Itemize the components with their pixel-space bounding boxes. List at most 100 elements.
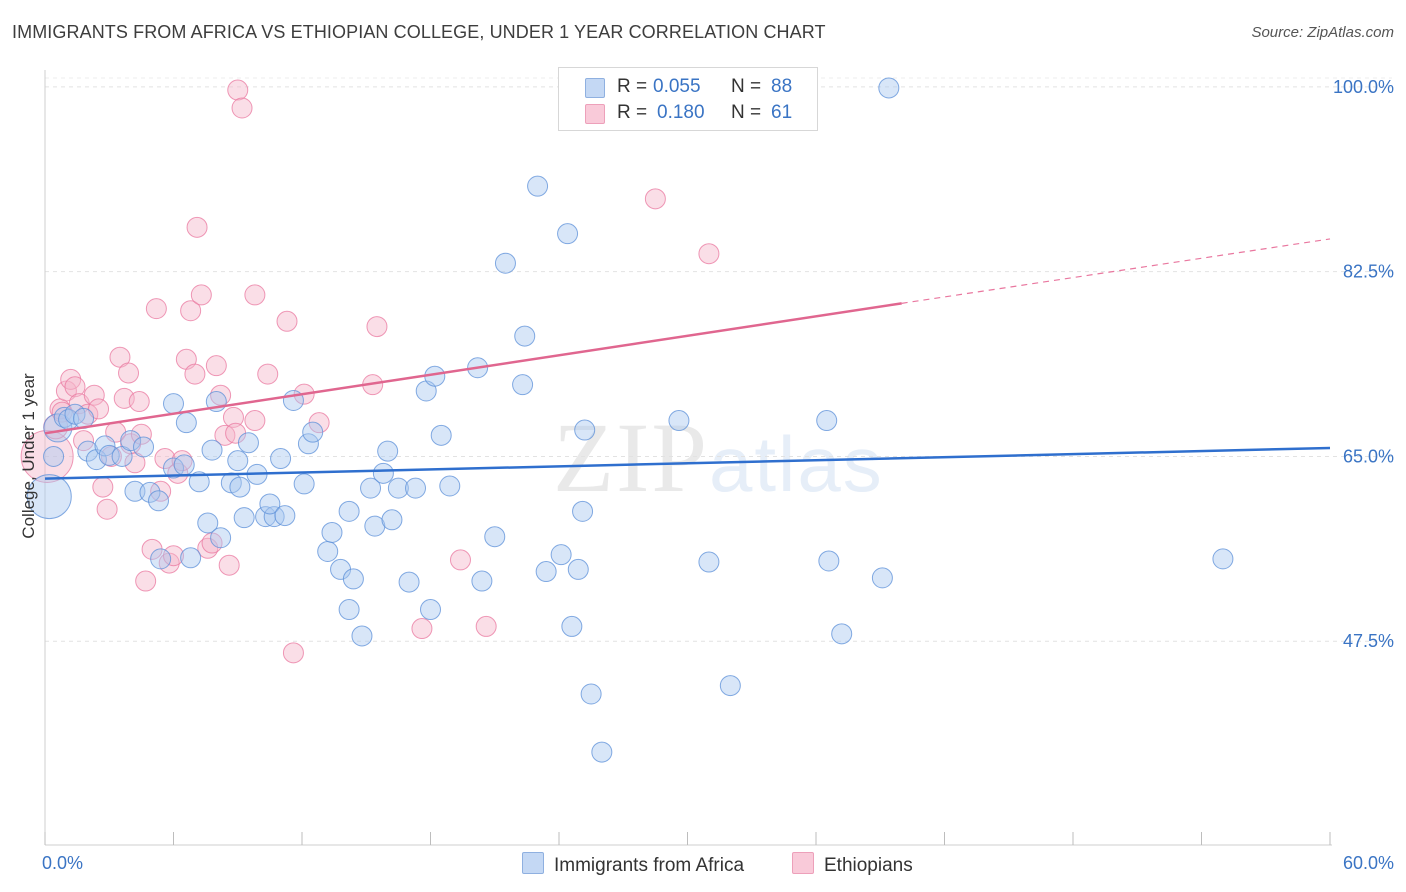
point-ethiopians [644,188,666,210]
point-immigrants-from-africa [387,477,409,499]
point-immigrants-from-africa [338,599,360,621]
legend-swatch-ethiopians [585,104,605,124]
bottom-legend-ethiopians: Ethiopians [792,852,913,877]
point-ethiopians [218,554,240,576]
point-immigrants-from-africa [293,473,315,495]
point-immigrants-from-africa [274,505,296,527]
point-immigrants-from-africa [471,570,493,592]
point-immigrants-from-africa [43,445,65,467]
point-immigrants-from-africa [302,421,324,443]
point-immigrants-from-africa [201,439,223,461]
point-immigrants-from-africa [77,440,99,462]
point-immigrants-from-africa [227,450,249,472]
point-immigrants-from-africa [342,568,364,590]
point-immigrants-from-africa [372,462,394,484]
point-immigrants-from-africa [263,506,285,528]
point-ethiopians [96,498,118,520]
legend-swatch-africa [585,78,605,98]
gridlines [45,77,1392,642]
point-immigrants-from-africa [26,474,72,520]
legend-r-label: R = [617,76,648,97]
point-ethiopians [282,642,304,664]
point-ethiopians [20,429,74,483]
point-ethiopians [214,424,236,446]
trend-lines [44,238,1331,480]
point-ethiopians [180,300,202,322]
y-axis-title: College, Under 1 year [19,373,38,539]
y-tick-label: 47.5% [1343,631,1394,651]
point-immigrants-from-africa [698,551,720,573]
point-immigrants-from-africa [561,615,583,637]
y-tick-label: 65.0% [1343,446,1394,466]
point-immigrants-from-africa [229,476,251,498]
point-immigrants-from-africa [321,521,343,543]
point-immigrants-from-africa [567,558,589,580]
point-immigrants-from-africa [514,325,536,347]
point-immigrants-from-africa [719,675,741,697]
point-immigrants-from-africa [591,741,613,763]
legend: R = 0.055 N = 88 R = 0.180 N = 61 [558,67,818,131]
point-immigrants-from-africa [831,623,853,645]
point-ethiopians [231,97,253,119]
bottom-legend-swatch-africa [522,852,544,874]
point-ethiopians [475,615,497,637]
point-ethiopians [366,316,388,338]
point-ethiopians [128,391,150,413]
point-immigrants-from-africa [210,527,232,549]
legend-r-value: 0.180 [657,102,705,123]
point-immigrants-from-africa [188,471,210,493]
point-immigrants-from-africa [237,432,259,454]
bottom-legend-africa: Immigrants from Africa [522,852,744,877]
point-ethiopians [145,298,167,320]
point-ethiopians [184,363,206,385]
x-ticks [44,832,1331,845]
point-immigrants-from-africa [574,419,596,441]
point-immigrants-from-africa [175,412,197,434]
point-ethiopians [698,243,720,265]
watermark-zip: ZIP [553,402,709,513]
point-ethiopians [73,430,95,452]
chart-title: IMMIGRANTS FROM AFRICA VS ETHIOPIAN COLL… [12,22,826,42]
legend-n-label: N = [731,102,762,123]
point-immigrants-from-africa [818,550,840,572]
point-immigrants-from-africa [255,506,277,528]
legend-n-label: N = [731,76,762,97]
point-ethiopians [186,216,208,238]
trend-line-ethiopians [44,302,902,435]
axes [44,70,1332,846]
point-immigrants-from-africa [173,454,195,476]
point-immigrants-from-africa [439,475,461,497]
point-immigrants-from-africa [297,433,319,455]
point-immigrants-from-africa [351,625,373,647]
source-label: Source: ZipAtlas.com [1251,24,1394,41]
point-ethiopians [205,355,227,377]
point-immigrants-from-africa [180,547,202,569]
point-immigrants-from-africa [494,252,516,274]
point-immigrants-from-africa [124,480,146,502]
x-min-label: 0.0% [42,853,83,873]
point-immigrants-from-africa [871,567,893,589]
point-immigrants-from-africa [259,493,281,515]
point-immigrants-from-africa [550,544,572,566]
bottom-legend-label-ethiopians: Ethiopians [824,855,913,876]
point-ethiopians [83,384,105,406]
point-immigrants-from-africa [1212,548,1234,570]
point-ethiopians [244,284,266,306]
point-immigrants-from-africa [398,571,420,593]
point-ethiopians [257,363,279,385]
legend-n-value: 88 [771,76,793,97]
point-immigrants-from-africa [317,540,339,562]
point-ethiopians [88,398,110,420]
point-immigrants-from-africa [270,448,292,470]
point-immigrants-from-africa [420,599,441,621]
bottom-legend-label-africa: Immigrants from Africa [554,855,745,876]
legend-r-value: 0.055 [653,76,701,97]
point-ethiopians [276,310,298,332]
watermark-atlas: atlas [709,420,884,508]
point-immigrants-from-africa [381,509,403,531]
point-ethiopians [190,284,212,306]
trend-line-dashed-ethiopians [901,238,1331,304]
point-immigrants-from-africa [878,77,900,99]
bottom-legend-swatch-ethiopians [792,852,814,874]
